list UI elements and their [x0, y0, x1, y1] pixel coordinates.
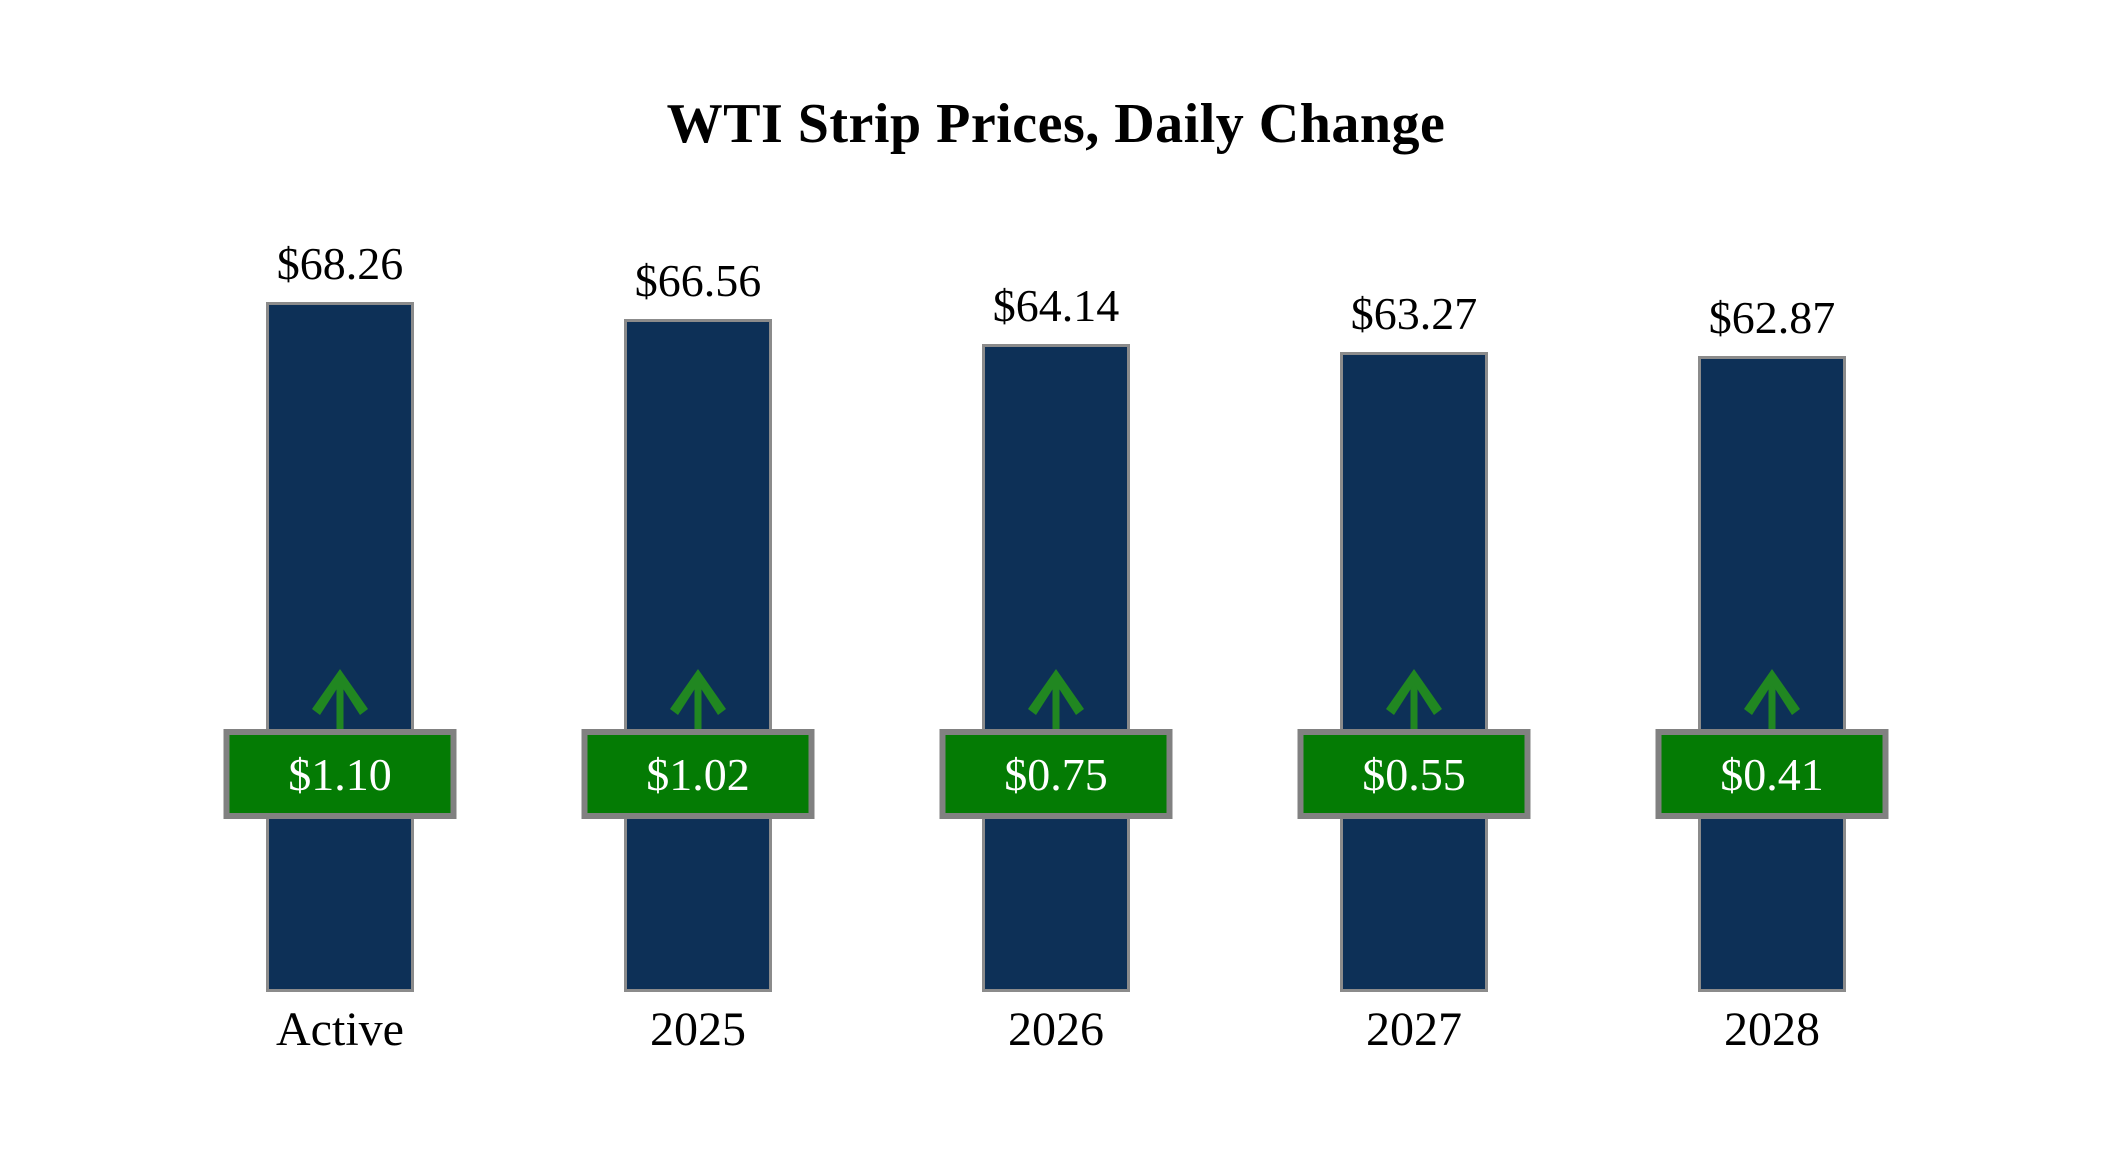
- up-arrow-icon: [1028, 669, 1084, 731]
- daily-change-badge: $0.75: [939, 729, 1173, 819]
- arrow-shaft: [1052, 681, 1060, 731]
- up-arrow-icon: [1744, 669, 1800, 731]
- category-label: 2025: [650, 1003, 746, 1056]
- arrow-shaft: [1410, 681, 1418, 731]
- bar-group: $68.26 $1.10 Active: [160, 0, 520, 1152]
- bar-group: $62.87 $0.41 2028: [1592, 0, 1952, 1152]
- strip-price-label: $66.56: [634, 255, 762, 306]
- category-label: 2026: [1008, 1003, 1104, 1056]
- bar-group: $63.27 $0.55 2027: [1234, 0, 1594, 1152]
- strip-price-label: $64.14: [992, 280, 1120, 331]
- strip-price-label: $63.27: [1350, 288, 1478, 339]
- up-arrow-icon: [312, 669, 368, 731]
- strip-price-label: $68.26: [276, 238, 404, 289]
- category-label: 2028: [1724, 1003, 1820, 1056]
- daily-change-value: $1.02: [646, 748, 750, 800]
- chart-title: WTI Strip Prices, Daily Change: [666, 93, 1446, 155]
- daily-change-value: $0.75: [1004, 748, 1108, 800]
- category-label: Active: [276, 1003, 404, 1056]
- arrow-head: [670, 669, 726, 715]
- bar-group: $66.56 $1.02 2025: [518, 0, 878, 1152]
- daily-change-badge: $1.02: [581, 729, 815, 819]
- daily-change-value: $0.55: [1362, 748, 1466, 800]
- category-label: 2027: [1366, 1003, 1462, 1056]
- daily-change-badge: $0.55: [1297, 729, 1531, 819]
- arrow-shaft: [1768, 681, 1776, 731]
- up-arrow-icon: [1386, 669, 1442, 731]
- price-bar: [982, 344, 1130, 992]
- daily-change-badge: $0.41: [1655, 729, 1889, 819]
- price-bar: [266, 302, 414, 992]
- arrow-shaft: [694, 681, 702, 731]
- up-arrow-icon: [670, 669, 726, 731]
- arrow-head: [1744, 669, 1800, 715]
- daily-change-value: $1.10: [288, 748, 392, 800]
- arrow-shaft: [336, 681, 344, 731]
- arrow-head: [1028, 669, 1084, 715]
- arrow-head: [312, 669, 368, 715]
- daily-change-value: $0.41: [1720, 748, 1824, 800]
- strip-price-label: $62.87: [1708, 292, 1836, 343]
- price-bar: [624, 319, 772, 992]
- arrow-head: [1386, 669, 1442, 715]
- daily-change-badge: $1.10: [223, 729, 457, 819]
- bar-group: $64.14 $0.75 2026: [876, 0, 1236, 1152]
